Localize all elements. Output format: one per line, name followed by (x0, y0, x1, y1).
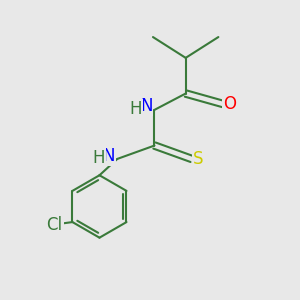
Text: H: H (93, 149, 105, 167)
Text: Cl: Cl (46, 216, 63, 234)
Text: O: O (223, 95, 236, 113)
Text: N: N (103, 147, 115, 165)
Text: N: N (140, 97, 152, 115)
Text: H: H (130, 100, 142, 118)
Text: S: S (193, 150, 203, 168)
